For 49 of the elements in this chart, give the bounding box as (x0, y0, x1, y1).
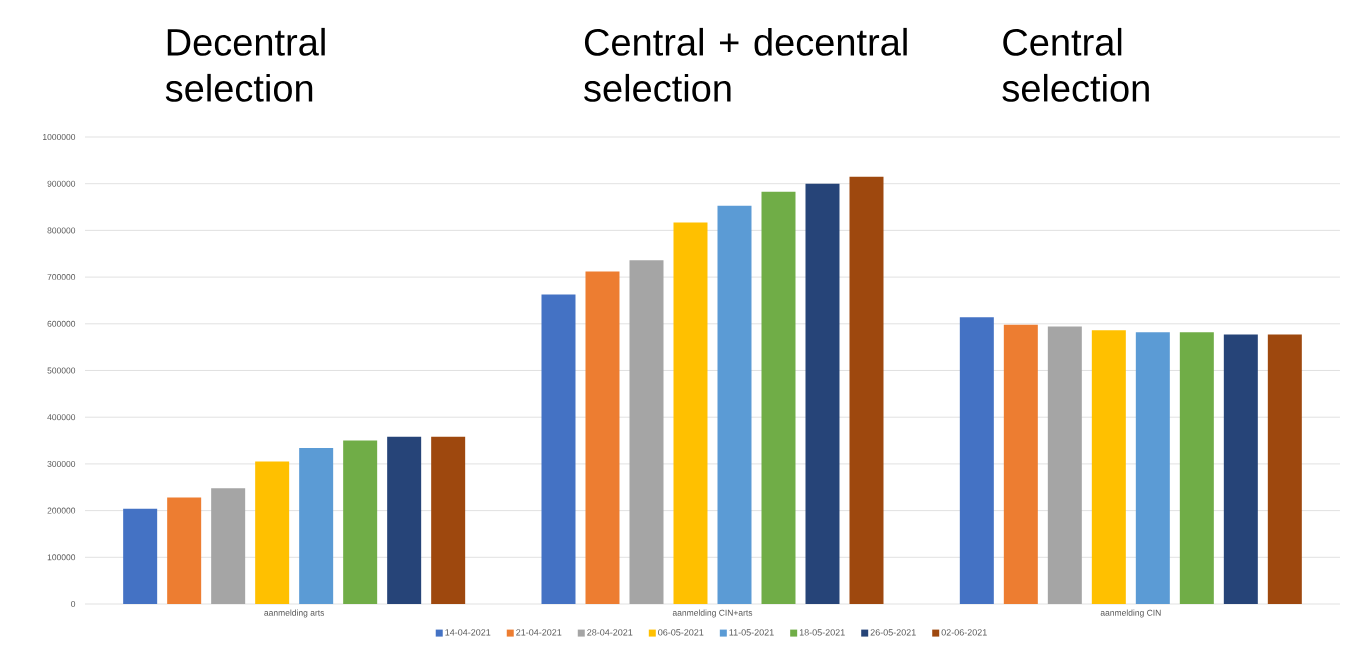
y-tick-label: 400000 (47, 414, 76, 421)
text: Decentral selection (165, 27, 325, 102)
legend-label: 18-05-2021 (799, 629, 845, 636)
bar (541, 294, 576, 604)
bar (629, 260, 664, 604)
legend-label: 06-05-2021 (658, 629, 704, 636)
text: Central selection (1002, 27, 1149, 102)
bar (123, 508, 158, 604)
bar (959, 317, 994, 604)
bar (387, 436, 422, 604)
bar (431, 436, 466, 604)
legend-label: 14-04-2021 (445, 629, 491, 636)
bar (1267, 334, 1302, 604)
x-tick-label: aanmelding arts (264, 609, 325, 618)
bar (255, 461, 290, 604)
y-tick-label: 700000 (47, 274, 76, 281)
y-tick-label: 0 (71, 600, 76, 607)
bar (761, 191, 796, 604)
x-tick-label: aanmelding CIN+arts (672, 609, 753, 618)
y-tick-label: 500000 (47, 367, 76, 374)
legend-label: 21-04-2021 (516, 629, 562, 636)
bar (805, 183, 840, 604)
bar (1003, 324, 1038, 604)
bar (673, 222, 708, 604)
y-tick-label: 200000 (47, 507, 76, 514)
y-tick-label: 1000000 (43, 133, 76, 140)
legend-label: 02-06-2021 (941, 629, 987, 636)
bar (167, 497, 202, 604)
y-tick-label: 600000 (47, 320, 76, 327)
legend-label: 11-05-2021 (729, 629, 774, 636)
y-tick-label: 800000 (47, 227, 76, 234)
bar (1179, 332, 1214, 604)
legend-label: 26-05-2021 (870, 629, 916, 636)
bar (211, 488, 246, 604)
y-tick-label: 300000 (47, 460, 76, 467)
x-tick-label: aanmelding CIN (1100, 609, 1161, 618)
bar (1091, 330, 1126, 604)
bar (717, 205, 752, 604)
y-tick-label: 900000 (47, 180, 76, 187)
bar (343, 440, 378, 604)
legend-label: 28-04-2021 (587, 629, 633, 636)
y-tick-label: 100000 (47, 554, 76, 561)
bar (1223, 334, 1258, 604)
bar (299, 448, 334, 604)
bar (849, 176, 884, 604)
bar (1135, 332, 1170, 604)
bar (1047, 326, 1082, 604)
text: Central + decentral selection (584, 27, 907, 102)
bar (585, 271, 620, 604)
